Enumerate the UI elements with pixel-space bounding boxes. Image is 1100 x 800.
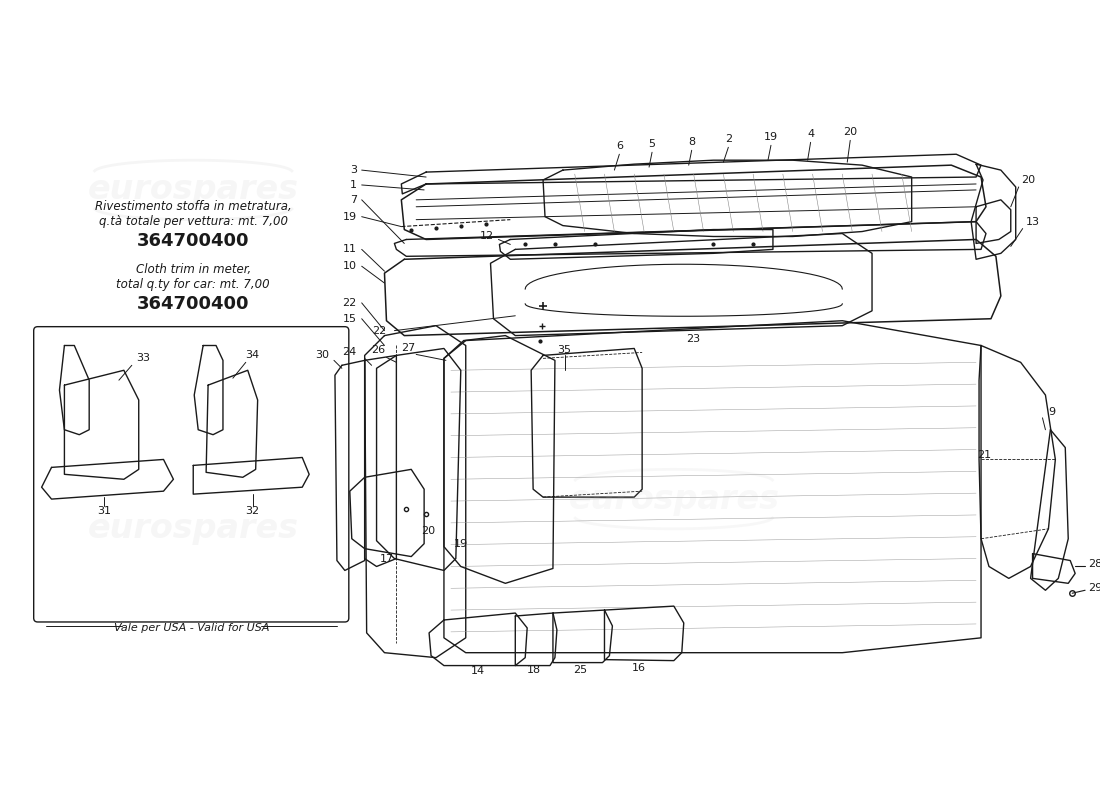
Text: 7: 7 (350, 195, 356, 205)
Text: eurospares: eurospares (569, 482, 779, 515)
Text: 29: 29 (1088, 583, 1100, 594)
Text: eurospares: eurospares (88, 174, 299, 206)
Text: 17: 17 (379, 554, 394, 563)
Text: 6: 6 (616, 142, 623, 151)
Text: 364700400: 364700400 (138, 233, 250, 250)
Text: 19: 19 (763, 132, 778, 142)
Text: 18: 18 (527, 665, 541, 674)
Text: 16: 16 (632, 662, 646, 673)
Text: 30: 30 (315, 350, 329, 361)
Text: 5: 5 (649, 139, 656, 150)
Text: 20: 20 (1021, 175, 1035, 185)
Text: Vale per USA - Valid for USA: Vale per USA - Valid for USA (113, 623, 270, 633)
Text: 20: 20 (844, 127, 857, 138)
Text: 22: 22 (342, 298, 356, 308)
Text: 2: 2 (725, 134, 732, 144)
Text: Rivestimento stoffa in metratura,: Rivestimento stoffa in metratura, (95, 200, 292, 214)
Text: 35: 35 (557, 346, 571, 355)
Text: total q.ty for car: mt. 7,00: total q.ty for car: mt. 7,00 (117, 278, 270, 290)
Text: 15: 15 (343, 314, 356, 324)
Text: 33: 33 (136, 354, 151, 363)
Text: 19: 19 (453, 538, 468, 549)
Text: 20: 20 (421, 526, 436, 536)
Text: 21: 21 (977, 450, 991, 459)
Text: 26: 26 (372, 346, 386, 355)
Text: 14: 14 (471, 666, 485, 675)
Text: 27: 27 (402, 343, 416, 354)
FancyBboxPatch shape (34, 326, 349, 622)
Text: 10: 10 (343, 262, 356, 271)
Text: 31: 31 (97, 506, 111, 516)
Text: 25: 25 (573, 665, 586, 674)
Text: Cloth trim in meter,: Cloth trim in meter, (135, 262, 251, 276)
Text: 3: 3 (350, 165, 356, 175)
Text: 32: 32 (245, 506, 260, 516)
Text: 12: 12 (480, 231, 494, 242)
Text: 4: 4 (807, 130, 814, 139)
Text: 8: 8 (689, 138, 695, 147)
Text: 364700400: 364700400 (138, 295, 250, 313)
Text: 24: 24 (342, 347, 356, 358)
Text: 22: 22 (372, 326, 386, 336)
Text: 1: 1 (350, 180, 356, 190)
Text: 34: 34 (245, 350, 260, 361)
Text: 13: 13 (1025, 217, 1040, 226)
Text: 28: 28 (1088, 558, 1100, 569)
Text: 23: 23 (686, 334, 701, 343)
Text: 9: 9 (1048, 407, 1056, 417)
Text: q.tà totale per vettura: mt. 7,00: q.tà totale per vettura: mt. 7,00 (99, 215, 288, 228)
Text: eurospares: eurospares (88, 512, 299, 546)
Text: 11: 11 (343, 244, 356, 254)
Text: 19: 19 (342, 212, 356, 222)
